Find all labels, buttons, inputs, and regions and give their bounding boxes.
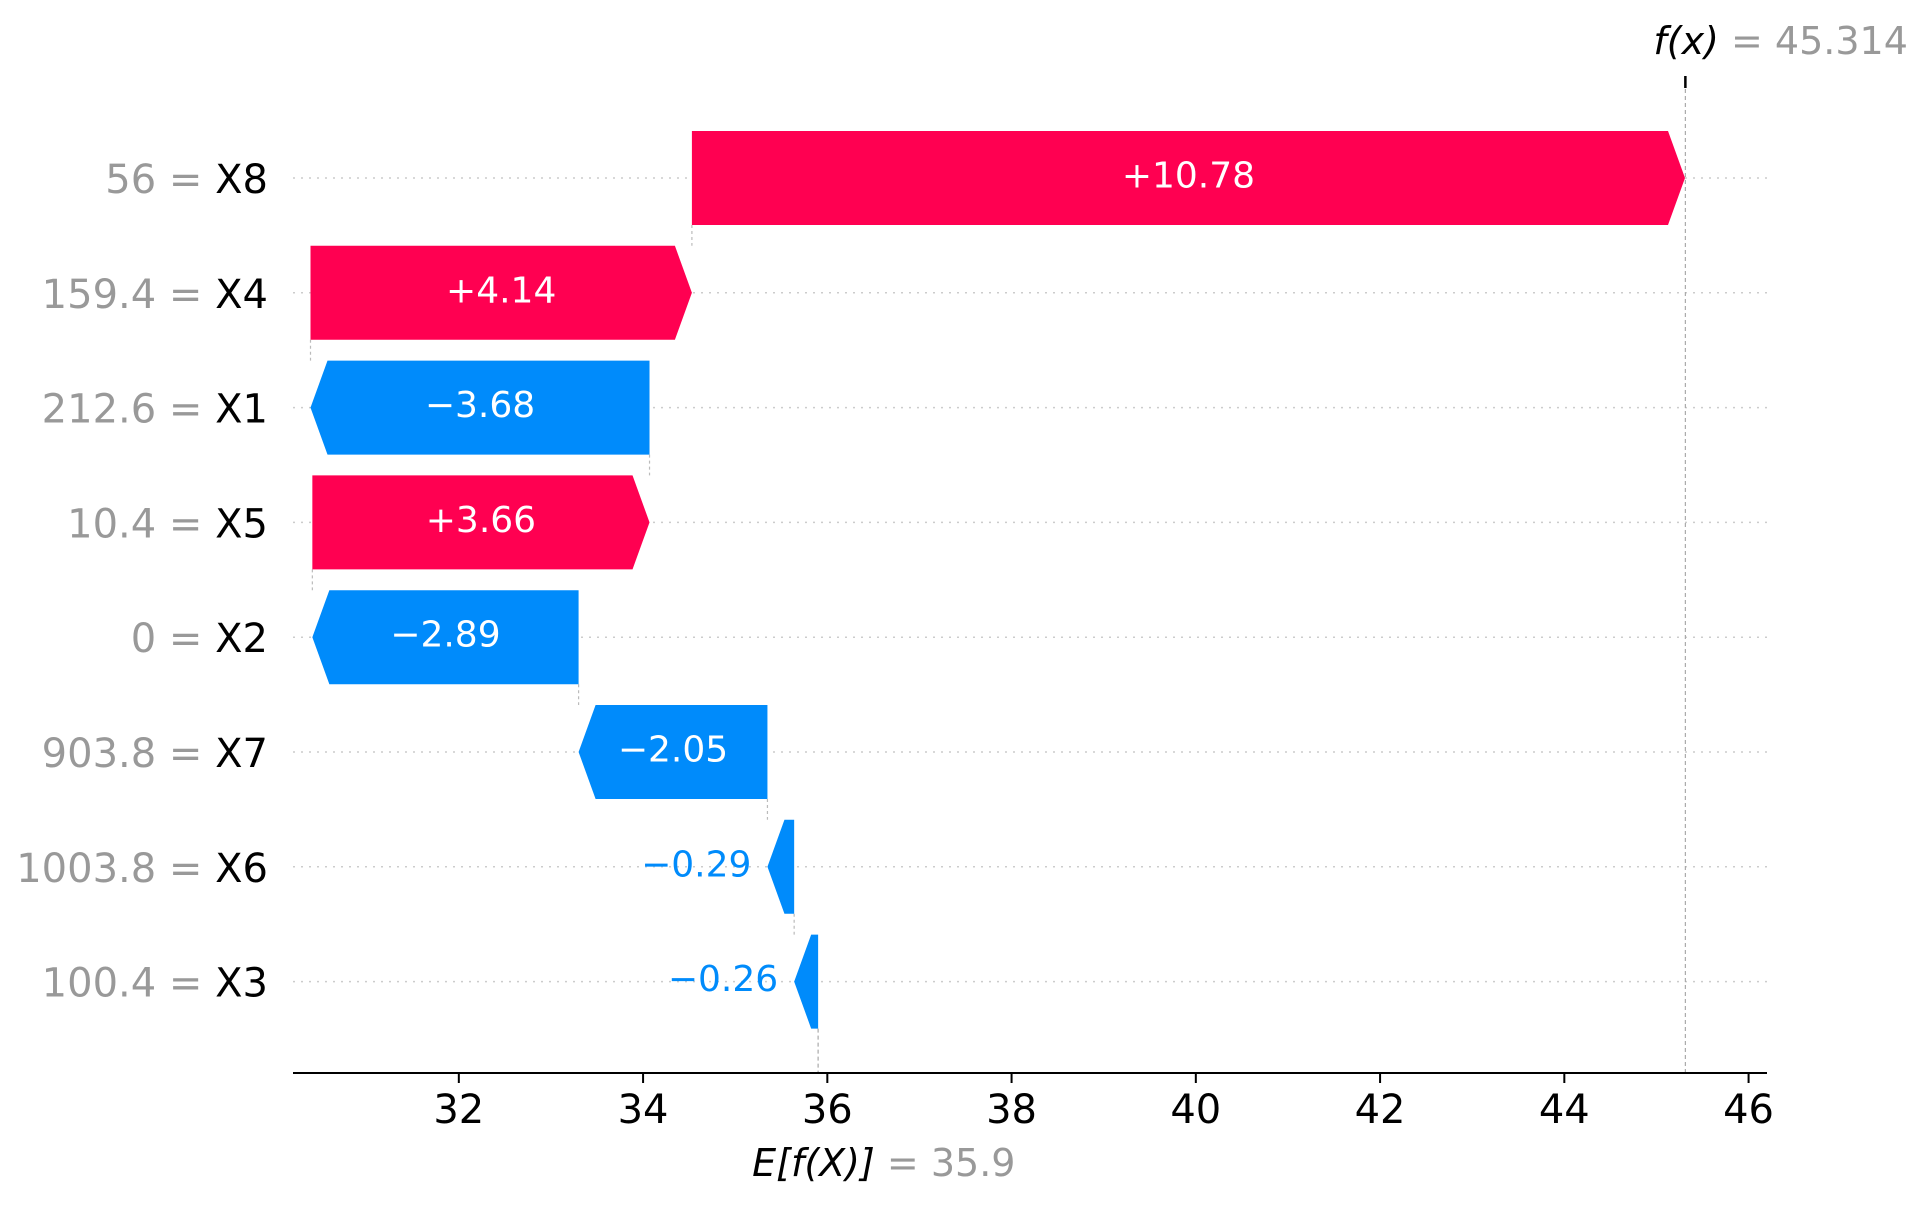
- base-label: E[f(X)]: [752, 1141, 875, 1185]
- x-tick-label: 40: [1170, 1087, 1221, 1133]
- feature-label: 903.8 = X7: [42, 731, 268, 777]
- equals-sign: =: [156, 157, 215, 203]
- equals-sign: =: [156, 387, 215, 433]
- feature-name: X7: [215, 731, 268, 777]
- x-tick-label: 38: [986, 1087, 1037, 1133]
- chart-annotations: f(x) = 45.314 E[f(X)] = 35.9: [752, 19, 1908, 1185]
- bar-value-label: +4.14: [446, 270, 556, 311]
- bar-value-label: −0.26: [668, 959, 778, 1000]
- feature-name: X6: [215, 846, 268, 892]
- feature-value: 0: [131, 616, 156, 662]
- bar-value-label: +10.78: [1122, 156, 1255, 197]
- bar-x3: [794, 934, 819, 1029]
- bar-x6: [767, 819, 795, 914]
- feature-label: 100.4 = X3: [42, 961, 268, 1007]
- bar-x7: [578, 705, 768, 799]
- bar-x5: [312, 475, 650, 570]
- x-tick-label: 46: [1723, 1087, 1774, 1133]
- bar-value-label: −3.68: [425, 385, 535, 426]
- equals-sign: =: [1719, 19, 1775, 63]
- feature-value: 100.4: [42, 961, 157, 1007]
- bar-value-label: −2.89: [390, 615, 500, 656]
- x-tick-label: 44: [1539, 1087, 1590, 1133]
- equals-sign: =: [156, 731, 215, 777]
- output-annotation: f(x) = 45.314: [1653, 19, 1908, 63]
- bar-x4: [310, 245, 692, 340]
- x-axis: 32 34 36 38 40 42 44 46: [293, 1072, 1774, 1133]
- feature-label: 56 = X8: [105, 157, 268, 203]
- base-annotation: E[f(X)] = 35.9: [752, 1141, 1015, 1185]
- bar-x8: [691, 131, 1686, 225]
- feature-name: X4: [215, 272, 268, 318]
- feature-label: 0 = X2: [131, 616, 268, 662]
- feature-name: X2: [215, 616, 268, 662]
- bar-x1: [310, 360, 650, 455]
- equals-sign: =: [156, 616, 215, 662]
- feature-value: 212.6: [42, 387, 157, 433]
- equals-sign: =: [156, 846, 215, 892]
- feature-labels: 56 = X8 159.4 = X4 212.6 = X1 10.4 = X5 0 = …: [16, 157, 268, 1007]
- feature-value: 56: [105, 157, 156, 203]
- feature-name: X8: [215, 157, 268, 203]
- feature-label: 1003.8 = X6: [16, 846, 268, 892]
- output-value: 45.314: [1775, 19, 1908, 63]
- bar-connectors: [309, 82, 1686, 1073]
- equals-sign: =: [156, 501, 215, 547]
- equals-sign: =: [156, 272, 215, 318]
- bar-value-label: −0.29: [641, 844, 751, 885]
- feature-label: 159.4 = X4: [42, 272, 268, 318]
- feature-value: 10.4: [67, 501, 156, 547]
- output-label: f(x): [1653, 19, 1719, 63]
- equals-sign: =: [875, 1141, 931, 1185]
- feature-value: 903.8: [42, 731, 157, 777]
- feature-name: X5: [215, 501, 268, 547]
- bar-value-label: +3.66: [426, 500, 536, 541]
- bar-x2: [312, 590, 579, 685]
- x-tick-label: 42: [1355, 1087, 1406, 1133]
- feature-name: X3: [215, 961, 268, 1007]
- feature-name: X1: [215, 387, 268, 433]
- bar-value-label: −2.05: [618, 730, 728, 771]
- contribution-bars: +10.78 +4.14 −3.68 +3.66 −2.89 −2.05 −0.29 −0.2…: [310, 131, 1686, 1029]
- x-tick-label: 32: [433, 1087, 484, 1133]
- x-tick-label: 36: [802, 1087, 853, 1133]
- feature-label: 212.6 = X1: [42, 387, 268, 433]
- feature-label: 10.4 = X5: [67, 501, 268, 547]
- feature-value: 1003.8: [16, 846, 156, 892]
- base-value: 35.9: [931, 1141, 1016, 1185]
- feature-value: 159.4: [42, 272, 157, 318]
- equals-sign: =: [156, 961, 215, 1007]
- x-tick-label: 34: [618, 1087, 669, 1133]
